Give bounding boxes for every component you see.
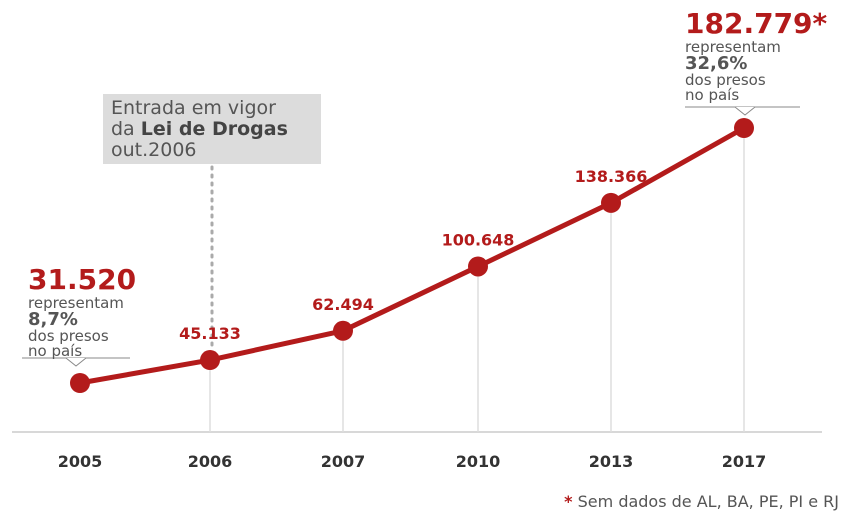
last-callout-value-wrap: 182.779* <box>685 10 827 38</box>
data-label-2007: 62.494 <box>312 295 374 314</box>
first-callout-pct: 8,7% <box>28 309 78 330</box>
law-line-1: Entrada em vigor <box>111 97 276 119</box>
data-point-2007 <box>333 320 353 341</box>
last-callout-line-1: representam <box>685 38 781 56</box>
data-point-2013 <box>601 192 621 213</box>
first-callout-value: 31.520 <box>28 263 137 296</box>
first-callout-line-1: representam <box>28 294 124 312</box>
x-tick-label-2007: 2007 <box>321 452 366 471</box>
last-callout-pointer <box>734 106 756 116</box>
last-callout: 182.779* representam 32,6% dos presos no… <box>685 10 827 103</box>
law-line-2-bold: Lei de Drogas <box>140 118 288 140</box>
law-line-3: out.2006 <box>111 139 197 161</box>
footnote: * Sem dados de AL, BA, PE, PI e RJ <box>564 494 839 510</box>
first-callout-line-2: dos presos <box>28 327 109 345</box>
data-point-2006 <box>200 350 220 371</box>
footnote-text: Sem dados de AL, BA, PE, PI e RJ <box>577 492 839 511</box>
last-callout-star: * <box>812 7 828 40</box>
data-label-2010: 100.648 <box>442 230 515 249</box>
last-callout-line-2: dos presos <box>685 71 766 89</box>
x-tick-label-2006: 2006 <box>188 452 233 471</box>
first-callout: 31.520 representam 8,7% dos presos no pa… <box>28 266 136 359</box>
law-annotation-box: Entrada em vigor da Lei de Drogas out.20… <box>103 94 321 164</box>
footnote-star: * <box>564 492 573 511</box>
data-point-2017 <box>734 118 754 138</box>
x-tick-label-2017: 2017 <box>722 452 767 471</box>
x-tick-label-2010: 2010 <box>456 452 501 471</box>
last-callout-value: 182.779 <box>685 7 813 40</box>
data-label-2013: 138.366 <box>575 167 648 186</box>
last-callout-pct: 32,6% <box>685 53 748 74</box>
series-line <box>79 125 746 386</box>
x-tick-label-2005: 2005 <box>58 452 103 471</box>
data-point-2010 <box>468 256 488 277</box>
x-tick-label-2013: 2013 <box>589 452 634 471</box>
law-line-2-prefix: da <box>111 118 141 140</box>
data-point-2005 <box>70 373 90 393</box>
law-line-2: da Lei de Drogas <box>111 119 313 140</box>
data-label-2006: 45.133 <box>179 324 241 343</box>
last-callout-line-3: no país <box>685 86 740 104</box>
first-callout-line-3: no país <box>28 342 83 360</box>
first-callout-pointer <box>65 357 87 367</box>
